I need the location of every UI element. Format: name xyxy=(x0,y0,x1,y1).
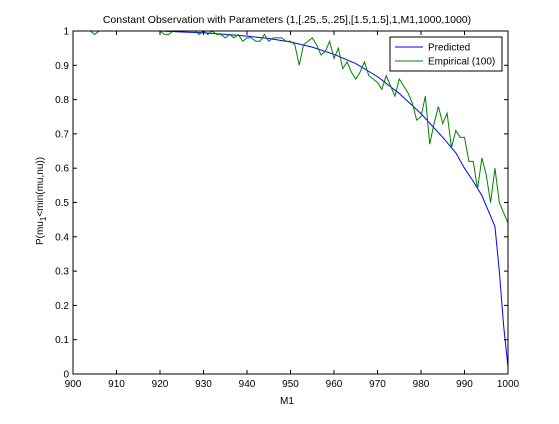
x-tick-label: 910 xyxy=(108,379,125,390)
series-line-predicted xyxy=(73,30,509,368)
y-tick-label: 0.6 xyxy=(55,164,69,175)
y-tick-label: 0.8 xyxy=(55,95,69,106)
legend-label: Empirical (100) xyxy=(428,57,495,68)
x-tick-label: 920 xyxy=(152,379,169,390)
y-tick-label: 0.5 xyxy=(55,198,69,209)
y-tick-label: 0.7 xyxy=(55,129,69,140)
y-tick-label: 0 xyxy=(63,370,69,381)
x-tick-label: 970 xyxy=(369,379,386,390)
x-tick-label: 930 xyxy=(195,379,212,390)
x-axis-label: M1 xyxy=(280,396,294,407)
y-tick-label: 0.4 xyxy=(55,232,69,243)
x-tick-label: 980 xyxy=(413,379,430,390)
legend-label: Predicted xyxy=(428,43,470,54)
x-tick-label: 940 xyxy=(239,379,256,390)
y-axis-label: P(mu1<min(mu,nu)) xyxy=(35,157,48,245)
plot-background xyxy=(73,31,508,374)
axes: 900 910 920 930 940 950 960 970 980 990 1000 0 0.1 0.… xyxy=(55,27,519,391)
plot-area xyxy=(73,31,508,374)
x-tick-label: 950 xyxy=(282,379,299,390)
x-tick-label: 1000 xyxy=(497,379,520,390)
x-tick-label: 990 xyxy=(456,379,473,390)
y-tick-label: 1 xyxy=(63,27,69,38)
x-tick-label: 900 xyxy=(65,379,82,390)
legend: Predicted Empirical (100) xyxy=(389,36,503,72)
y-tick-label: 0.9 xyxy=(55,61,69,72)
x-tick-label: 960 xyxy=(326,379,343,390)
y-tick-label: 0.2 xyxy=(55,301,69,312)
y-tick-label: 0.3 xyxy=(55,267,69,278)
chart-title: Constant Observation with Parameters (1,… xyxy=(103,14,471,26)
legend-box xyxy=(389,36,503,72)
y-tick-label: 0.1 xyxy=(55,335,69,346)
